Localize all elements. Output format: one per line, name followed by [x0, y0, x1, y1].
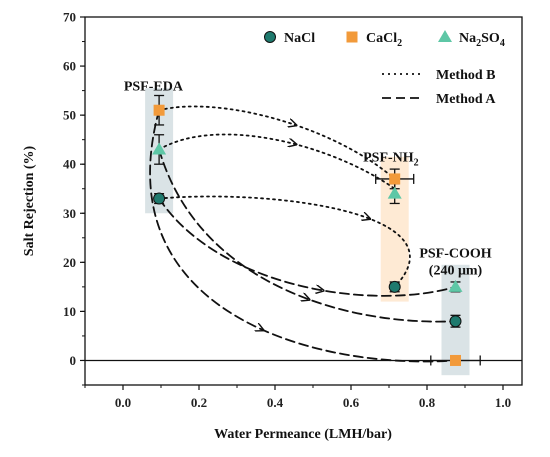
x-tick-label: 0.4: [267, 395, 284, 410]
markers-layer: [152, 104, 463, 366]
x-tick-label: 1.0: [495, 395, 511, 410]
annotation-3: (240 μm): [429, 264, 483, 279]
marker-cacl2-0: [153, 104, 165, 116]
marker-na2so4-1: [387, 186, 402, 199]
y-tick-label: 10: [63, 304, 76, 319]
marker-nacl-0: [153, 192, 166, 205]
x-tick-label: 0.6: [343, 395, 360, 410]
legend-marker-na2so4: [438, 30, 452, 42]
y-tick-label: 70: [63, 10, 76, 25]
y-tick-label: 40: [63, 157, 76, 172]
legend-label-dashed: Method A: [436, 92, 496, 107]
marker-nacl-1: [388, 280, 401, 293]
curve-dotted-1: [158, 133, 396, 190]
legend-label: NaCl: [284, 31, 315, 46]
y-tick-label: 60: [63, 59, 76, 74]
legend-label: Na2SO4: [459, 31, 505, 49]
x-tick-label: 0.2: [191, 395, 207, 410]
y-axis: 0 10 20 30 40 50 60 70: [63, 10, 85, 386]
annotation-1: PSF-NH2: [363, 151, 419, 169]
group-boxes: [145, 88, 470, 376]
x-axis: 0.0 0.2 0.4 0.6 0.8 1.0: [84, 385, 511, 410]
y-tick-label: 0: [70, 353, 77, 368]
y-tick-label: 50: [63, 108, 76, 123]
curve-dotted-0: [158, 105, 396, 180]
curve-dashed-0: [158, 197, 457, 297]
marker-cacl2-1: [389, 173, 401, 185]
y-axis-title: Salt Rejection (%): [22, 145, 37, 256]
y-tick-label: 30: [63, 206, 76, 221]
curves-layer: [149, 105, 457, 363]
plot-frame: [84, 16, 523, 386]
curve-dotted-2: [158, 195, 411, 288]
marker-na2so4-2: [448, 279, 463, 292]
marker-na2so4-0: [152, 142, 167, 155]
y-tick-label: 20: [63, 255, 76, 270]
curve-dashed-2: [149, 109, 457, 363]
legend-marker-nacl: [264, 31, 276, 43]
curve-dashed-1: [158, 148, 457, 323]
x-tick-label: 0.0: [115, 395, 131, 410]
x-axis-title: Water Permeance (LMH/bar): [214, 427, 392, 442]
legend-marker-cacl2: [346, 31, 358, 43]
marker-nacl-2: [449, 315, 462, 328]
marker-cacl2-2: [450, 354, 461, 366]
legend-label: CaCl2: [366, 31, 402, 49]
x-tick-label: 0.8: [419, 395, 436, 410]
annotation-2: PSF-COOH: [419, 246, 491, 261]
annotations: PSF-EDA PSF-NH2 PSF-COOH (240 μm): [124, 80, 492, 279]
legend: NaCl CaCl2 Na2SO4 Method B Method A: [264, 30, 505, 107]
legend-label-dotted: Method B: [436, 68, 496, 83]
annotation-0: PSF-EDA: [124, 80, 184, 95]
